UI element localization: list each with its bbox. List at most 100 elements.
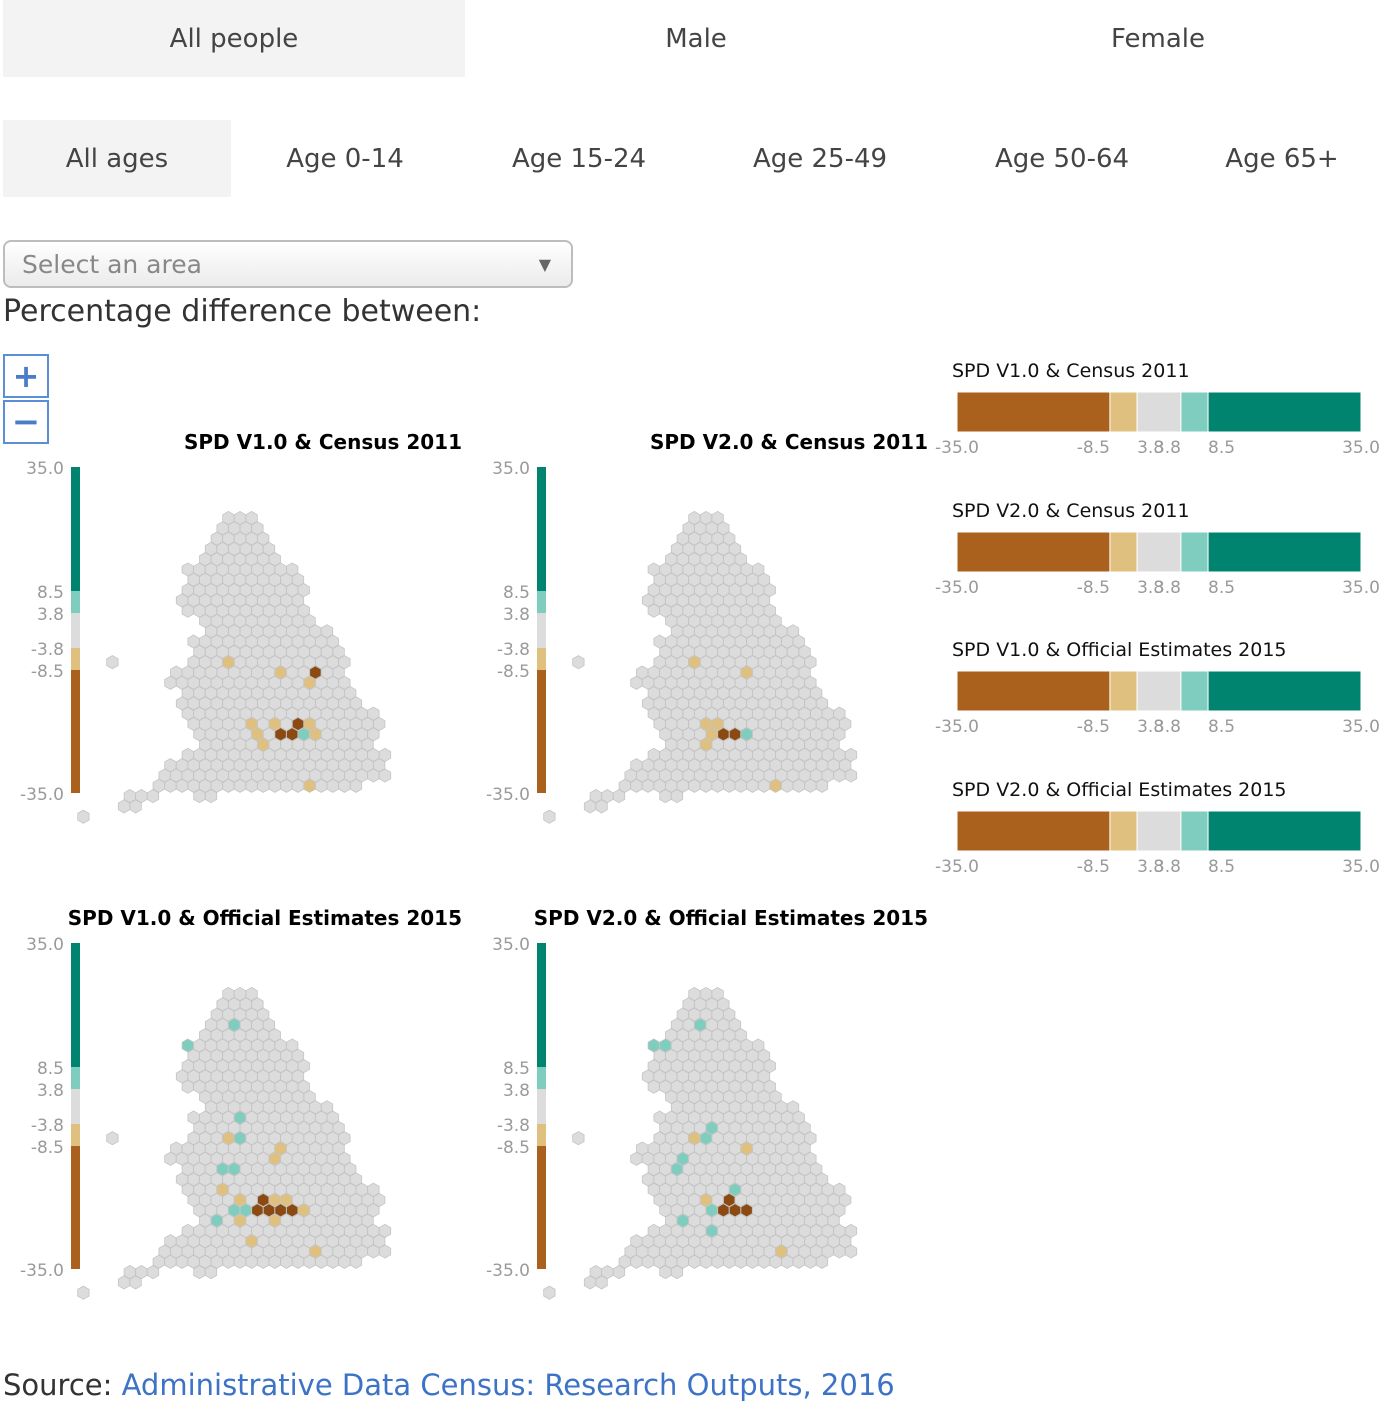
hex-cell — [723, 1254, 736, 1269]
legend-segment — [956, 810, 1111, 852]
hex-cell — [367, 768, 380, 783]
scale-segment — [71, 648, 80, 670]
scale-tick-label: -3.8 — [31, 640, 64, 660]
legend-bar: -35.0 -8.5 3.83.8 8.5 35.0 — [935, 810, 1380, 877]
zoom-out-button[interactable]: − — [3, 400, 49, 444]
hex-cell — [175, 1254, 189, 1269]
hex-cell — [630, 675, 643, 690]
hex-map — [543, 510, 858, 824]
tab-female[interactable]: Female — [927, 0, 1381, 77]
tab-age-25-49[interactable]: Age 25-49 — [699, 120, 941, 197]
legend-segment — [1136, 391, 1182, 433]
hex-cell — [233, 778, 247, 793]
scale-segment — [537, 1146, 546, 1269]
tab-all-ages[interactable]: All ages — [3, 120, 231, 197]
hex-cell — [280, 1254, 293, 1269]
hex-cell — [193, 789, 206, 804]
zoom-in-button[interactable]: + — [3, 354, 49, 398]
legend-tick-label: 35.0 — [1342, 578, 1380, 598]
hex-cell — [711, 778, 724, 793]
legend-bar: -35.0 -8.5 3.83.8 8.5 35.0 — [935, 391, 1380, 458]
legend-segment — [1136, 531, 1182, 573]
hex-cell — [326, 1254, 339, 1269]
legend-tick-label: -35.0 — [935, 717, 979, 737]
hex-cell — [222, 778, 235, 793]
hex-cell — [595, 1275, 608, 1290]
scale-tick-label: 35.0 — [26, 935, 64, 955]
minus-icon: − — [11, 402, 41, 442]
age-tabs: All ages Age 0-14 Age 15-24 Age 25-49 Ag… — [3, 120, 1381, 197]
section-heading: Percentage difference between: — [3, 294, 482, 329]
legend-segment — [1136, 810, 1182, 852]
hex-cell — [641, 778, 655, 793]
tab-age-65-plus[interactable]: Age 65+ — [1183, 120, 1381, 197]
map-panel-title: SPD V2.0 & Official Estimates 2015 — [533, 906, 928, 930]
scale-segment — [71, 591, 80, 613]
scale-segment — [537, 1089, 546, 1124]
hex-cell — [164, 778, 177, 793]
map-panel-title: SPD V1.0 & Census 2011 — [183, 430, 462, 454]
hex-cell — [233, 1254, 247, 1269]
legend-segment — [1180, 391, 1209, 433]
hex-cell — [641, 1254, 655, 1269]
legend-title: SPD V2.0 & Census 2011 — [952, 500, 1190, 522]
hex-grid — [77, 986, 392, 1300]
hex-cell — [129, 799, 142, 814]
tab-age-15-24[interactable]: Age 15-24 — [459, 120, 699, 197]
legend-title: SPD V1.0 & Census 2011 — [952, 360, 1190, 382]
scale-segment — [71, 1089, 80, 1124]
map-panel-title: SPD V2.0 & Census 2011 — [649, 430, 928, 454]
legend-tick-label: 8.5 — [1208, 438, 1235, 458]
scale-segment — [71, 943, 80, 1067]
legend-tick-label: -8.5 — [1077, 717, 1110, 737]
legend-tick-label: -8.5 — [1077, 578, 1110, 598]
legend-bar: -35.0 -8.5 3.83.8 8.5 35.0 — [935, 531, 1380, 598]
legend-tick-label: -35.0 — [935, 578, 979, 598]
hex-cell — [280, 778, 293, 793]
legend-tick-label: 3.8 — [1137, 717, 1164, 737]
scale-tick-label: -8.5 — [497, 662, 530, 682]
hex-cell — [338, 778, 351, 793]
hex-cell — [688, 1254, 701, 1269]
hex-cell — [315, 778, 328, 793]
tab-age-50-64[interactable]: Age 50-64 — [941, 120, 1183, 197]
scale-tick-label: -35.0 — [486, 1261, 530, 1281]
legend-tick-label: 3.8 — [1154, 438, 1181, 458]
hex-cell — [815, 778, 829, 793]
hex-cell — [291, 1254, 305, 1269]
hex-cell — [757, 778, 771, 793]
source-link[interactable]: Administrative Data Census: Research Out… — [121, 1368, 895, 1402]
hex-cell — [844, 768, 858, 783]
hex-cell — [630, 1151, 643, 1166]
hex-cell — [338, 1254, 351, 1269]
hex-cell — [181, 1079, 194, 1094]
legend-tick-label: 3.8 — [1154, 717, 1181, 737]
hex-cell — [612, 1265, 626, 1280]
hex-cell — [746, 1254, 759, 1269]
scale-tick-label: 8.5 — [37, 583, 64, 603]
legend-tick-label: 3.8 — [1137, 438, 1164, 458]
color-scale-bar: 35.0 8.53.8 -3.8-8.5 -35.0 — [20, 935, 80, 1281]
hex-cell — [291, 778, 305, 793]
tab-age-0-14[interactable]: Age 0-14 — [231, 120, 459, 197]
hex-cell — [734, 778, 747, 793]
hex-cell — [699, 778, 713, 793]
hex-cell — [804, 1254, 817, 1269]
scale-tick-label: 35.0 — [26, 459, 64, 479]
legend-tick-label: -8.5 — [1077, 857, 1110, 877]
tab-male[interactable]: Male — [465, 0, 927, 77]
scale-tick-label: -35.0 — [20, 1261, 64, 1281]
hex-cell — [378, 768, 392, 783]
hex-cell — [543, 809, 556, 824]
legend-segment — [956, 391, 1111, 433]
tab-all-people[interactable]: All people — [3, 0, 465, 77]
legend-tick-label: 8.5 — [1208, 857, 1235, 877]
area-select-dropdown[interactable]: Select an area ▼ — [3, 240, 573, 288]
legend-segment — [1207, 810, 1362, 852]
scale-tick-label: 3.8 — [37, 605, 64, 625]
hex-cell — [245, 778, 258, 793]
hex-cell — [303, 1254, 316, 1269]
scale-segment — [71, 670, 80, 793]
hex-cell — [833, 768, 846, 783]
hex-cell — [543, 1285, 556, 1300]
